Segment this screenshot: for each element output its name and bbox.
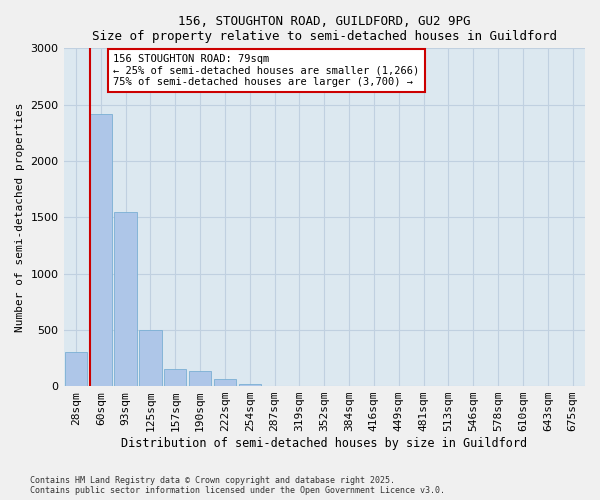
Bar <box>214 380 236 386</box>
Text: Contains HM Land Registry data © Crown copyright and database right 2025.
Contai: Contains HM Land Registry data © Crown c… <box>30 476 445 495</box>
Bar <box>65 352 87 386</box>
X-axis label: Distribution of semi-detached houses by size in Guildford: Distribution of semi-detached houses by … <box>121 437 527 450</box>
Bar <box>115 212 137 386</box>
Title: 156, STOUGHTON ROAD, GUILDFORD, GU2 9PG
Size of property relative to semi-detach: 156, STOUGHTON ROAD, GUILDFORD, GU2 9PG … <box>92 15 557 43</box>
Bar <box>189 372 211 386</box>
Bar <box>164 369 187 386</box>
Bar <box>89 114 112 386</box>
Bar <box>239 384 261 386</box>
Bar <box>139 330 161 386</box>
Y-axis label: Number of semi-detached properties: Number of semi-detached properties <box>15 102 25 332</box>
Text: 156 STOUGHTON ROAD: 79sqm
← 25% of semi-detached houses are smaller (1,266)
75% : 156 STOUGHTON ROAD: 79sqm ← 25% of semi-… <box>113 54 419 87</box>
